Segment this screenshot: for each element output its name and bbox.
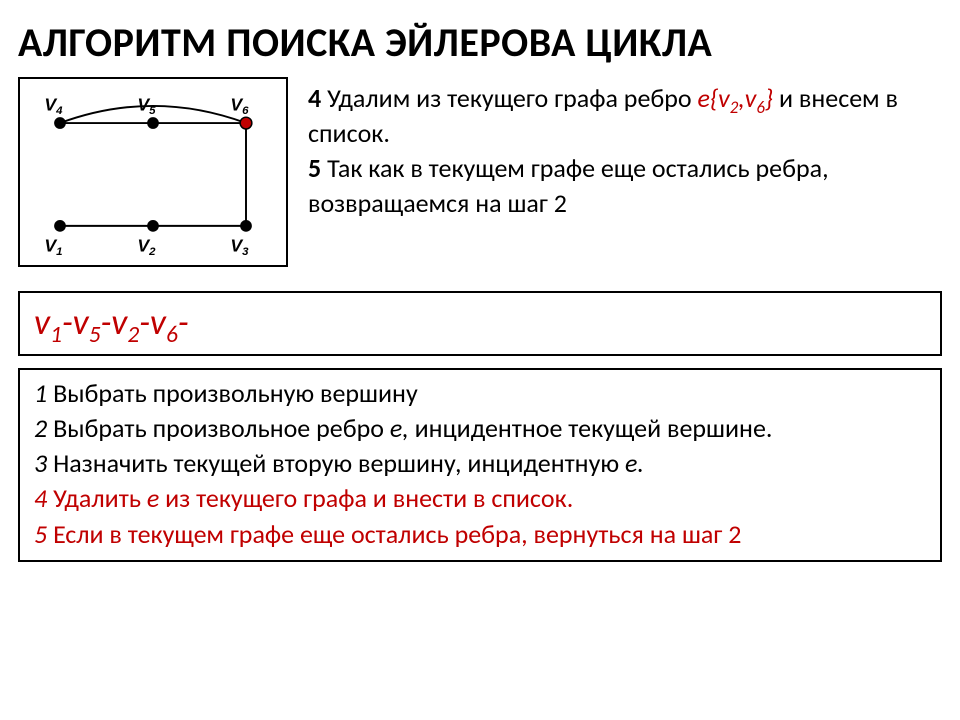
step4-va: 2 <box>730 97 739 118</box>
algo-5-num: 5 <box>34 518 47 550</box>
svg-text:V4: V4 <box>44 94 63 117</box>
graph-diagram: V4 V5 V6 V1 V2 V3 <box>18 77 288 267</box>
algo-2e: e, <box>390 412 409 444</box>
algo-4-num: 4 <box>34 482 47 514</box>
algo-3e: e. <box>625 447 644 479</box>
algo-3-num: 3 <box>34 447 47 479</box>
step5-num: 5 <box>308 152 321 184</box>
algo-4e: e <box>147 482 159 514</box>
step-description: 4 Удалим из текущего графа ребро e{v2,v6… <box>308 77 942 221</box>
step4-num: 4 <box>308 82 321 114</box>
svg-text:V1: V1 <box>44 235 62 258</box>
step4-edge-e: e <box>698 82 710 114</box>
algo-4b: из текущего графа и внести в список. <box>159 482 573 514</box>
algo-5: Если в текущем графе еще остались ребра,… <box>53 518 741 550</box>
step4-pre: Удалим из текущего графа ребро <box>327 82 697 114</box>
algorithm-steps: 1 Выбрать произвольную вершину 2 Выбрать… <box>18 368 942 561</box>
step5-text: Так как в текущем графе еще остались реб… <box>308 152 829 219</box>
svg-text:V2: V2 <box>137 235 156 258</box>
svg-text:V3: V3 <box>230 235 249 258</box>
path-sequence: v1-v5-v2-v6- <box>18 291 942 356</box>
svg-text:V6: V6 <box>230 94 249 117</box>
algo-2b: инцидентное текущей вершине. <box>409 412 773 444</box>
algo-2a: Выбрать произвольное ребро <box>53 412 390 444</box>
svg-text:V5: V5 <box>137 94 156 117</box>
algo-4a: Удалить <box>53 482 147 514</box>
algo-3a: Назначить текущей вторую вершину, инциде… <box>53 447 625 479</box>
algo-1-num: 1 <box>34 377 47 409</box>
step4-vb: 6 <box>756 97 765 118</box>
page-title: АЛГОРИТМ ПОИСКА ЭЙЛЕРОВА ЦИКЛА <box>0 0 960 77</box>
algo-1: Выбрать произвольную вершину <box>53 377 418 409</box>
algo-2-num: 2 <box>34 412 47 444</box>
top-row: V4 V5 V6 V1 V2 V3 4 Удалим из текущего графа … <box>0 77 960 267</box>
